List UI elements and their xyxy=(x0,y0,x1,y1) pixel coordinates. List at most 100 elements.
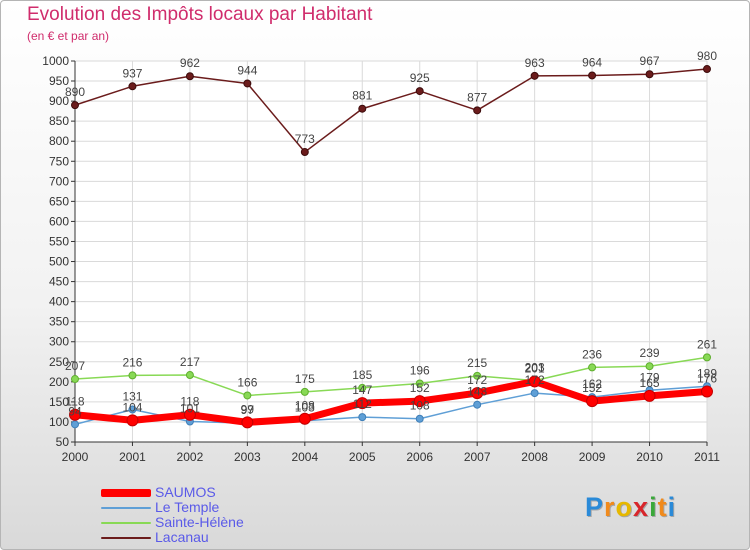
x-tick-label: 2000 xyxy=(62,450,89,464)
plot-area xyxy=(75,61,707,442)
x-tick-label: 2001 xyxy=(119,450,146,464)
data-label-sainte-helene: 216 xyxy=(122,355,142,369)
legend-swatch-le-temple xyxy=(101,507,151,509)
data-point-sainte-helene xyxy=(358,383,367,392)
y-tick-label: 900 xyxy=(49,94,69,108)
legend-label-saumos: SAUMOS xyxy=(155,484,216,500)
y-tick-label: 100 xyxy=(49,415,69,429)
chart-legend: SAUMOS Le Temple Sainte-Hélène Lacanau xyxy=(101,485,361,545)
x-tick-label: 2003 xyxy=(234,450,261,464)
data-label-le-temple: 101 xyxy=(180,402,200,416)
data-point-sainte-helene xyxy=(645,362,654,371)
data-label-sainte-helene: 175 xyxy=(295,372,315,386)
y-tick-label: 250 xyxy=(49,355,69,369)
data-label-saumos: 118 xyxy=(180,395,199,409)
data-point-sainte-helene xyxy=(300,387,309,396)
data-point-lacanau xyxy=(530,71,539,80)
x-tick-label: 2004 xyxy=(291,450,318,464)
data-label-le-temple: 103 xyxy=(295,401,315,415)
data-point-le-temple xyxy=(530,389,539,398)
legend-swatch-lacanau xyxy=(101,537,151,539)
y-tick-label: 950 xyxy=(49,74,69,88)
data-label-lacanau: 967 xyxy=(640,54,660,68)
y-tick-label: 150 xyxy=(49,395,69,409)
data-label-le-temple: 131 xyxy=(122,390,142,404)
data-label-lacanau: 925 xyxy=(410,71,430,85)
y-tick-label: 300 xyxy=(49,335,69,349)
data-point-le-temple xyxy=(71,420,79,429)
data-label-saumos: 176 xyxy=(697,371,717,385)
data-label-lacanau: 890 xyxy=(65,85,85,99)
data-point-lacanau xyxy=(358,104,367,113)
data-label-sainte-helene: 203 xyxy=(525,361,545,375)
series-line-lacanau xyxy=(74,68,708,153)
series-line-le-temple xyxy=(74,385,708,426)
series-line-saumos xyxy=(71,377,711,426)
y-tick-label: 350 xyxy=(49,315,69,329)
data-point-lacanau xyxy=(71,101,79,110)
y-tick-label: 550 xyxy=(49,234,69,248)
data-point-lacanau xyxy=(703,65,711,74)
data-label-lacanau: 773 xyxy=(295,132,315,146)
data-label-saumos: 147 xyxy=(352,383,372,397)
legend-label-sainte-helene: Sainte-Hélène xyxy=(155,514,244,530)
data-point-saumos xyxy=(528,375,541,388)
data-point-saumos xyxy=(69,408,81,421)
data-label-sainte-helene: 236 xyxy=(582,347,602,361)
data-label-le-temple: 162 xyxy=(582,377,602,391)
data-point-le-temple xyxy=(415,414,424,423)
data-label-lacanau: 881 xyxy=(352,89,372,103)
data-label-lacanau: 980 xyxy=(697,49,717,63)
y-tick-label: 400 xyxy=(49,295,69,309)
proxiti-logo: Proxiti xyxy=(585,492,677,522)
data-label-sainte-helene: 185 xyxy=(352,368,372,382)
data-point-sainte-helene xyxy=(243,391,252,400)
data-point-sainte-helene xyxy=(128,371,137,380)
legend-item-saumos: SAUMOS xyxy=(101,485,361,500)
y-tick-label: 850 xyxy=(49,114,69,128)
data-point-le-temple xyxy=(473,400,482,409)
data-label-lacanau: 944 xyxy=(237,63,257,77)
data-label-le-temple: 97 xyxy=(241,403,255,417)
x-tick-label: 2008 xyxy=(521,450,548,464)
data-point-lacanau xyxy=(128,82,137,91)
legend-swatch-sainte-helene xyxy=(101,522,151,524)
legend-item-lacanau: Lacanau xyxy=(101,530,361,545)
y-tick-label: 800 xyxy=(49,134,69,148)
data-point-saumos xyxy=(356,397,369,410)
x-tick-label: 2005 xyxy=(349,450,376,464)
x-tick-label: 2010 xyxy=(636,450,663,464)
data-point-saumos xyxy=(183,408,196,421)
chart-subtitle: (en € et par an) xyxy=(27,29,110,43)
data-point-lacanau xyxy=(300,148,309,157)
data-point-saumos xyxy=(643,389,656,402)
data-label-le-temple: 94 xyxy=(68,404,82,418)
data-label-saumos: 118 xyxy=(65,395,84,409)
data-point-sainte-helene xyxy=(588,363,597,372)
x-tick-label: 2007 xyxy=(464,450,491,464)
legend-label-le-temple: Le Temple xyxy=(155,499,220,515)
data-point-lacanau xyxy=(588,71,597,80)
data-point-sainte-helene xyxy=(473,371,482,380)
data-point-sainte-helene xyxy=(185,371,194,380)
data-label-sainte-helene: 215 xyxy=(467,356,487,370)
x-tick-label: 2011 xyxy=(694,450,720,464)
y-tick-label: 450 xyxy=(49,275,69,289)
data-label-lacanau: 963 xyxy=(525,56,545,70)
data-label-le-temple: 179 xyxy=(640,370,660,384)
data-point-sainte-helene xyxy=(415,379,424,388)
data-point-sainte-helene xyxy=(71,375,79,384)
legend-label-lacanau: Lacanau xyxy=(155,529,209,545)
data-label-sainte-helene: 166 xyxy=(237,375,257,389)
data-label-sainte-helene: 217 xyxy=(180,355,200,369)
data-label-sainte-helene: 239 xyxy=(640,346,660,360)
legend-swatch-saumos xyxy=(101,489,151,497)
data-label-le-temple: 172 xyxy=(525,373,545,387)
data-label-lacanau: 937 xyxy=(122,66,142,80)
data-point-le-temple xyxy=(128,405,137,414)
x-tick-label: 2002 xyxy=(177,450,204,464)
data-label-le-temple: 143 xyxy=(467,385,487,399)
y-tick-label: 600 xyxy=(49,214,69,228)
